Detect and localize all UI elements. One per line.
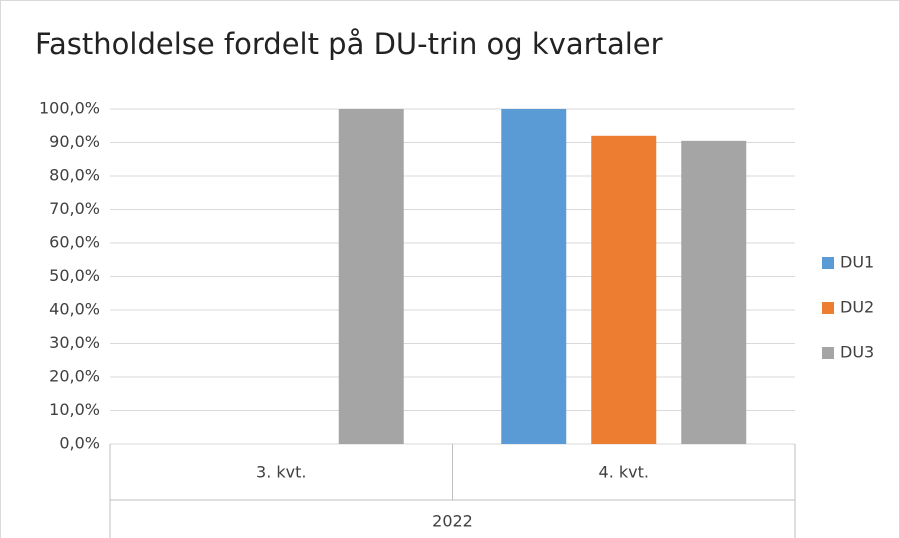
- y-tick-label: 60,0%: [49, 233, 100, 252]
- y-tick-label: 0,0%: [59, 434, 100, 453]
- legend-label: DU2: [840, 298, 874, 317]
- y-tick-label: 90,0%: [49, 132, 100, 151]
- bar: [501, 109, 567, 444]
- y-tick-label: 20,0%: [49, 367, 100, 386]
- bar: [591, 135, 657, 445]
- legend-swatch: [822, 347, 834, 359]
- legend-label: DU1: [840, 253, 874, 272]
- y-tick-label: 40,0%: [49, 300, 100, 319]
- x-tick-label: 4. kvt.: [599, 463, 649, 482]
- category-group-label: 2022: [432, 512, 473, 531]
- y-tick-label: 80,0%: [49, 166, 100, 185]
- y-tick-label: 100,0%: [39, 99, 100, 118]
- y-tick-label: 10,0%: [49, 400, 100, 419]
- y-tick-label: 70,0%: [49, 199, 100, 218]
- legend-label: DU3: [840, 343, 874, 362]
- x-tick-label: 3. kvt.: [256, 463, 306, 482]
- bar: [338, 109, 404, 444]
- bar: [681, 140, 747, 444]
- y-tick-label: 50,0%: [49, 266, 100, 285]
- y-tick-label: 30,0%: [49, 333, 100, 352]
- legend-swatch: [822, 257, 834, 269]
- legend-swatch: [822, 302, 834, 314]
- chart-title: Fastholdelse fordelt på DU-trin og kvart…: [35, 27, 663, 61]
